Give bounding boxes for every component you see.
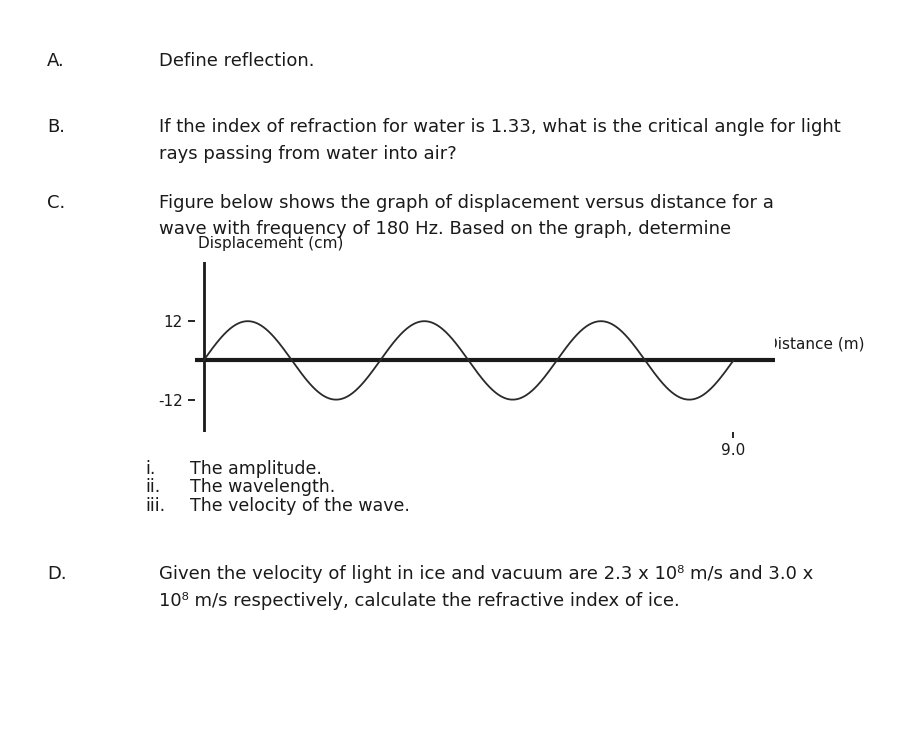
Text: C.: C. [47,194,65,211]
Text: D.: D. [47,565,67,583]
Text: Given the velocity of light in ice and vacuum are 2.3 x 10⁸ m/s and 3.0 x
10⁸ m/: Given the velocity of light in ice and v… [159,565,813,610]
Text: Define reflection.: Define reflection. [159,52,314,69]
Text: B.: B. [47,118,65,136]
Text: Displacement (cm): Displacement (cm) [198,236,342,251]
Text: Figure below shows the graph of displacement versus distance for a
wave with fre: Figure below shows the graph of displace… [159,194,774,238]
Text: iii.: iii. [145,497,165,514]
Text: A.: A. [47,52,65,69]
Text: The velocity of the wave.: The velocity of the wave. [190,497,410,514]
Text: Distance (m): Distance (m) [766,336,864,351]
Text: i.: i. [145,460,155,477]
Text: The wavelength.: The wavelength. [190,478,335,496]
Text: The amplitude.: The amplitude. [190,460,323,477]
Text: If the index of refraction for water is 1.33, what is the critical angle for lig: If the index of refraction for water is … [159,118,840,163]
Text: ii.: ii. [145,478,160,496]
